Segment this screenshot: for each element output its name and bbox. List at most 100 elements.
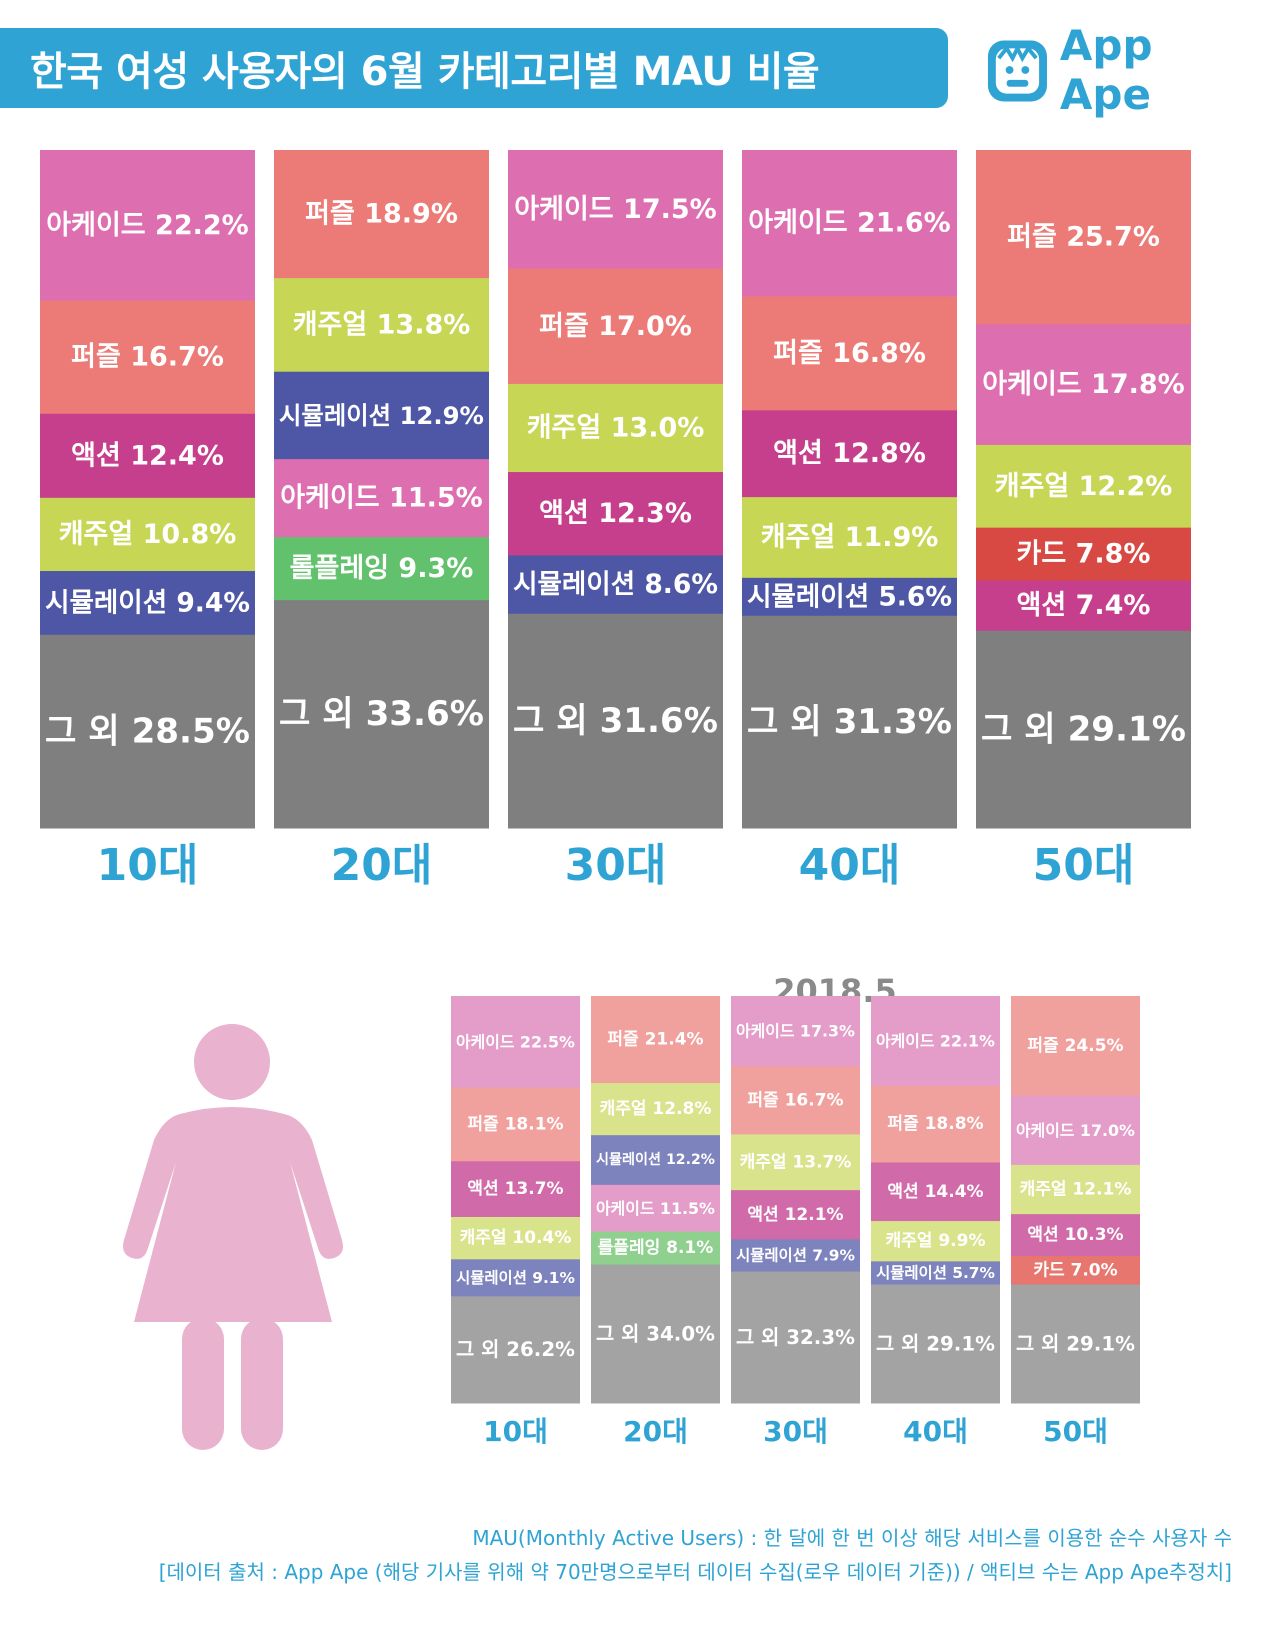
bar-segment-3-5 xyxy=(731,1239,860,1273)
category-label-4: 40대 xyxy=(799,840,901,891)
bar-segment-1-4 xyxy=(40,497,255,572)
ape-logo-icon xyxy=(987,40,1047,102)
bar-label-1-3: 액션 12.4% xyxy=(71,440,224,471)
app-ape-logo: App Ape xyxy=(985,21,1255,119)
bar-label-5-4: 카드 7.8% xyxy=(1017,539,1151,570)
bar-label-3-5: 시뮬레이션 8.6% xyxy=(513,569,718,600)
bar-segment-5-6 xyxy=(1011,1284,1140,1404)
bar-segment-1-2 xyxy=(40,300,255,415)
category-label-1: 10대 xyxy=(97,840,199,891)
bar-segment-4-6 xyxy=(871,1284,1000,1404)
category-label-4: 40대 xyxy=(903,1415,968,1448)
category-label-2: 20대 xyxy=(331,840,433,891)
bar-segment-4-1 xyxy=(871,996,1000,1087)
bar-label-1-2: 퍼즐 18.1% xyxy=(467,1114,563,1134)
bar-label-2-3: 시뮬레이션 12.9% xyxy=(279,401,484,430)
bar-label-3-6: 그 외 31.6% xyxy=(513,701,718,741)
bar-segment-1-1 xyxy=(451,996,580,1089)
bar-segment-2-3 xyxy=(591,1135,720,1186)
bar-segment-2-4 xyxy=(591,1184,720,1233)
bar-segment-5-2 xyxy=(1011,1095,1140,1166)
bar-segment-3-1 xyxy=(731,996,860,1067)
sub-stacked-bar-chart: 아케이드 22.5% 퍼즐 18.1% 액션 13.7% 캐주얼 10.4% 시뮬레이션… xyxy=(451,996,1140,1448)
bar-label-2-2: 캐주얼 13.8% xyxy=(293,309,471,340)
bar-label-3-3: 캐주얼 13.7% xyxy=(740,1152,852,1172)
bar-segment-5-1 xyxy=(1011,996,1140,1097)
bar-segment-5-5 xyxy=(1011,1256,1140,1286)
bar-segment-1-6 xyxy=(40,634,255,829)
bar-label-5-5: 액션 7.4% xyxy=(1017,590,1151,621)
bar-label-4-4: 캐주얼 9.9% xyxy=(886,1231,986,1251)
bar-segment-2-1 xyxy=(591,996,720,1084)
category-label-5: 50대 xyxy=(1033,840,1135,891)
bar-segment-4-4 xyxy=(871,1221,1000,1262)
bar-label-5-6: 그 외 29.1% xyxy=(1016,1332,1135,1355)
bar-segment-4-3 xyxy=(871,1162,1000,1222)
bar-segment-1-3 xyxy=(451,1161,580,1218)
bar-segment-3-3 xyxy=(508,383,723,473)
bar-segment-1-2 xyxy=(451,1087,580,1162)
bar-label-3-5: 시뮬레이션 7.9% xyxy=(736,1246,855,1264)
bar-segment-4-6 xyxy=(742,615,957,829)
bar-label-2-5: 롤플레잉 9.3% xyxy=(290,553,474,584)
bar-segment-2-2 xyxy=(591,1083,720,1136)
bar-segment-4-5 xyxy=(871,1261,1000,1286)
bar-segment-3-4 xyxy=(731,1190,860,1240)
bar-label-3-1: 아케이드 17.5% xyxy=(514,194,716,225)
bar-segment-2-3 xyxy=(274,371,489,460)
bar-segment-1-6 xyxy=(451,1296,580,1404)
bar-label-5-2: 아케이드 17.0% xyxy=(1016,1121,1135,1140)
bar-segment-2-5 xyxy=(591,1231,720,1266)
bar-label-1-4: 캐주얼 10.8% xyxy=(59,519,237,550)
bar-segment-2-1 xyxy=(274,150,489,279)
bar-label-4-3: 액션 14.4% xyxy=(887,1182,983,1202)
bar-segment-4-2 xyxy=(742,296,957,411)
footnote-data-source: [데이터 출처 : App Ape (해당 기사를 위해 약 70만명으로부터 … xyxy=(158,1560,1232,1584)
bar-label-5-1: 퍼즐 25.7% xyxy=(1007,222,1160,253)
bar-label-1-2: 퍼즐 16.7% xyxy=(71,342,224,373)
bar-segment-5-3 xyxy=(1011,1164,1140,1215)
bar-segment-1-5 xyxy=(451,1259,580,1297)
bar-label-3-1: 아케이드 17.3% xyxy=(736,1022,855,1041)
bar-label-5-1: 퍼즐 24.5% xyxy=(1027,1036,1123,1056)
footnote-mau-definition: MAU(Monthly Active Users) : 한 달에 한 번 이상 … xyxy=(472,1526,1232,1550)
bar-label-1-1: 아케이드 22.2% xyxy=(46,210,248,241)
category-label-2: 20대 xyxy=(623,1415,688,1448)
bar-label-4-5: 시뮬레이션 5.6% xyxy=(747,581,952,612)
bar-segment-5-3 xyxy=(976,444,1191,529)
bar-label-2-1: 퍼즐 21.4% xyxy=(607,1030,703,1050)
bar-label-2-4: 아케이드 11.5% xyxy=(596,1199,715,1218)
bar-segment-4-5 xyxy=(742,577,957,617)
page-title: 한국 여성 사용자의 6월 카테고리별 MAU 비율 xyxy=(0,28,948,108)
bar-label-2-6: 그 외 34.0% xyxy=(596,1322,715,1345)
bar-segment-1-4 xyxy=(451,1217,580,1260)
category-label-3: 30대 xyxy=(763,1415,828,1448)
bar-segment-3-1 xyxy=(508,150,723,270)
bar-segment-3-2 xyxy=(731,1066,860,1135)
bar-segment-3-6 xyxy=(508,613,723,829)
bar-label-4-1: 아케이드 22.1% xyxy=(876,1031,995,1050)
bar-segment-4-3 xyxy=(742,410,957,498)
bar-segment-2-4 xyxy=(274,459,489,538)
bar-label-5-4: 액션 10.3% xyxy=(1027,1225,1123,1245)
bar-segment-3-4 xyxy=(508,472,723,556)
bar-segment-3-5 xyxy=(508,555,723,615)
bar-label-4-4: 캐주얼 11.9% xyxy=(761,522,939,553)
category-label-3: 30대 xyxy=(565,840,667,891)
bar-label-5-5: 카드 7.0% xyxy=(1033,1260,1117,1280)
bar-label-1-5: 시뮬레이션 9.4% xyxy=(45,587,250,618)
bar-segment-5-5 xyxy=(976,580,1191,632)
bar-label-4-2: 퍼즐 16.8% xyxy=(773,338,926,369)
bar-label-5-6: 그 외 29.1% xyxy=(981,709,1186,749)
bar-segment-3-6 xyxy=(731,1271,860,1404)
bar-label-1-4: 캐주얼 10.4% xyxy=(460,1228,572,1248)
bar-segment-5-6 xyxy=(976,630,1191,829)
bar-segment-2-6 xyxy=(591,1264,720,1404)
bar-label-1-1: 아케이드 22.5% xyxy=(456,1032,575,1051)
bar-label-3-4: 액션 12.1% xyxy=(747,1205,843,1225)
bar-label-3-2: 퍼즐 16.7% xyxy=(747,1090,843,1110)
bar-segment-1-3 xyxy=(40,413,255,499)
logo-text: App Ape xyxy=(1059,21,1153,119)
bar-label-2-1: 퍼즐 18.9% xyxy=(305,199,458,230)
main-stacked-bar-chart: 아케이드 22.2% 퍼즐 16.7% 액션 12.4% 캐주얼 10.8% 시뮬레이션… xyxy=(40,150,1191,891)
